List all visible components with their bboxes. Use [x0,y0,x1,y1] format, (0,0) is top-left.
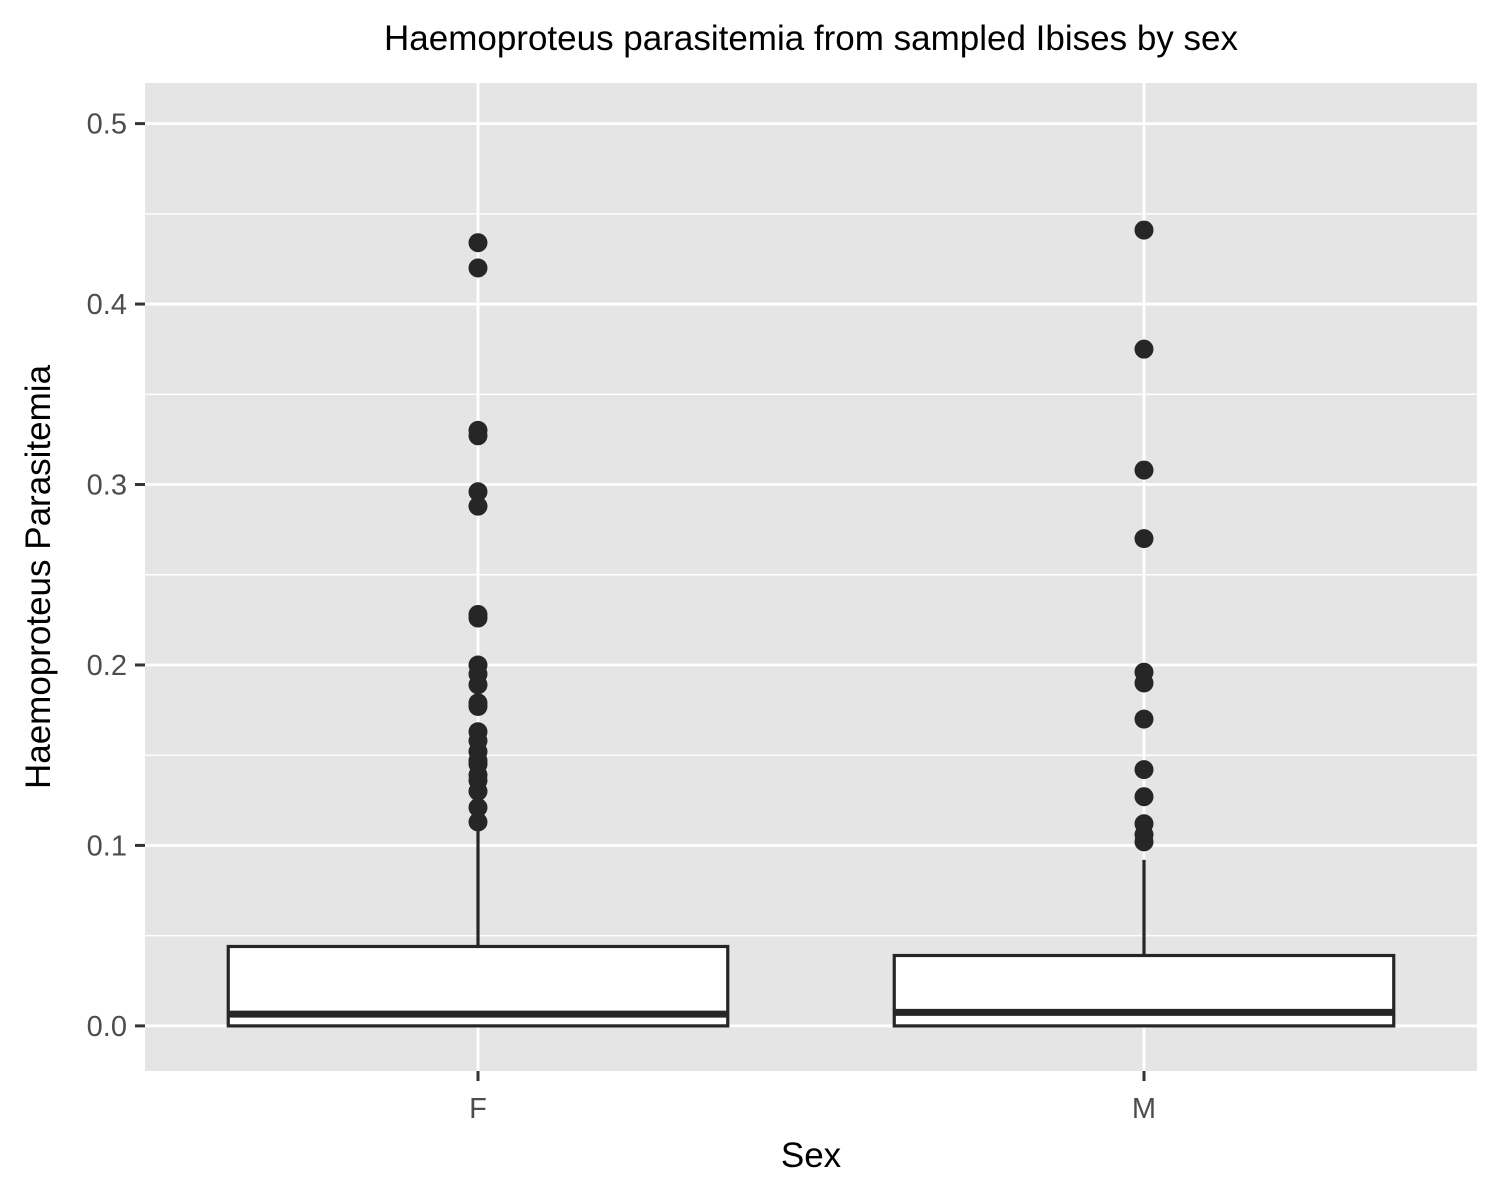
x-tick-label: M [1132,1093,1156,1125]
y-tick-label: 0.5 [87,109,127,141]
outlier-point [1134,673,1154,693]
chart-title: Haemoproteus parasitemia from sampled Ib… [384,19,1238,58]
y-tick-label: 0.1 [87,830,127,862]
outlier-point [1134,339,1154,359]
outlier-point [468,675,488,695]
boxes [226,220,1396,1028]
outlier-point [1134,760,1154,780]
axes: 0.0 0.1 0.2 0.3 0.4 0.5 F M [87,109,1156,1125]
outlier-point [468,258,488,278]
box-M [892,220,1396,1028]
outlier-point [468,233,488,253]
outlier-point [1134,529,1154,549]
plot-panel [145,83,1477,1071]
x-axis-title: Sex [781,1136,842,1175]
outlier-point [468,812,488,832]
outlier-point [468,496,488,516]
outlier-point [1134,832,1154,852]
outlier-point [1134,787,1154,807]
outlier-point [468,426,488,446]
y-tick-label: 0.3 [87,470,127,502]
outlier-point [468,482,488,502]
outlier-point [1134,709,1154,729]
y-tick-label: 0.4 [87,289,127,321]
y-tick-label: 0.2 [87,650,127,682]
outlier-point [1134,220,1154,240]
outlier-point [468,781,488,801]
x-tick-label: F [469,1093,487,1125]
y-tick-label: 0.0 [87,1011,127,1043]
outlier-point [1134,460,1154,480]
outlier-point [468,798,488,818]
y-axis-title: Haemoproteus Parasitemia [19,364,58,789]
box-F [226,233,730,1028]
outlier-point [468,696,488,716]
outlier-point [468,608,488,628]
